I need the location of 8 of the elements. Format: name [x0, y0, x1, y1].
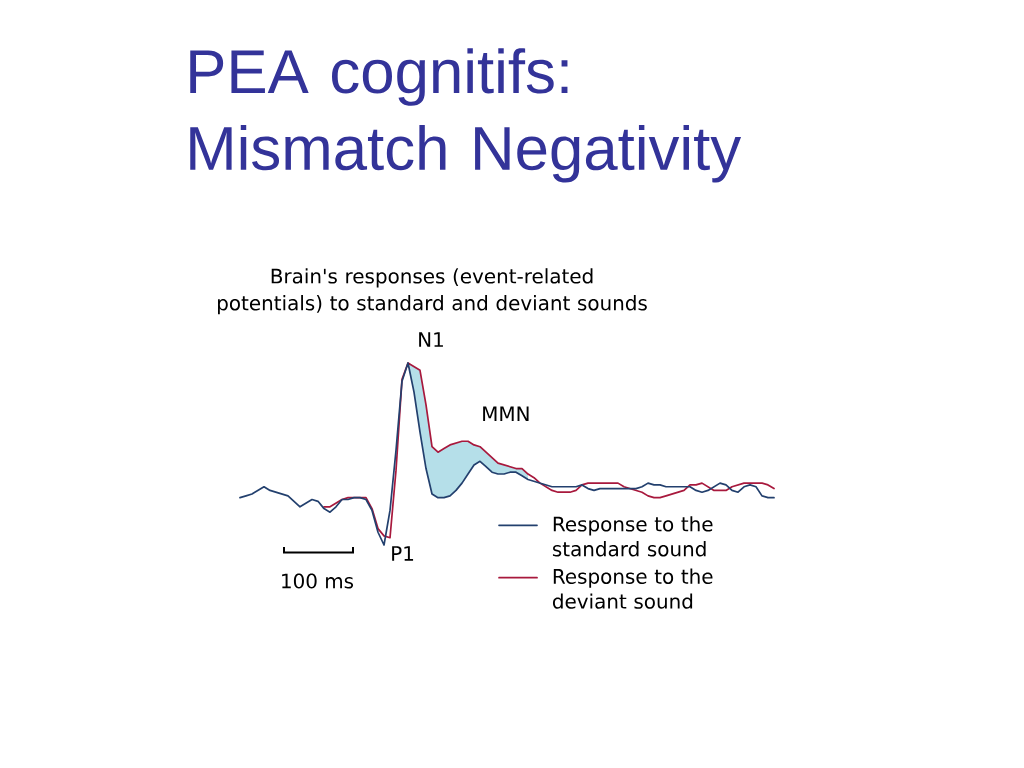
- text: P1: [392, 546, 414, 561]
- chart-subtitle: Brain's responses (event-related potentials) to standard and deviant sounds: [218, 268, 647, 315]
- text: N1: [419, 332, 443, 347]
- text: 100 ms: [282, 573, 354, 589]
- annotation: MMN: [483, 406, 529, 422]
- legend-label: Response to the deviant sound: [552, 568, 713, 609]
- legend-label: Response to the standard sound: [552, 516, 713, 557]
- chart-title: PEA cognitifs: Mismatch Negativity: [190, 48, 742, 183]
